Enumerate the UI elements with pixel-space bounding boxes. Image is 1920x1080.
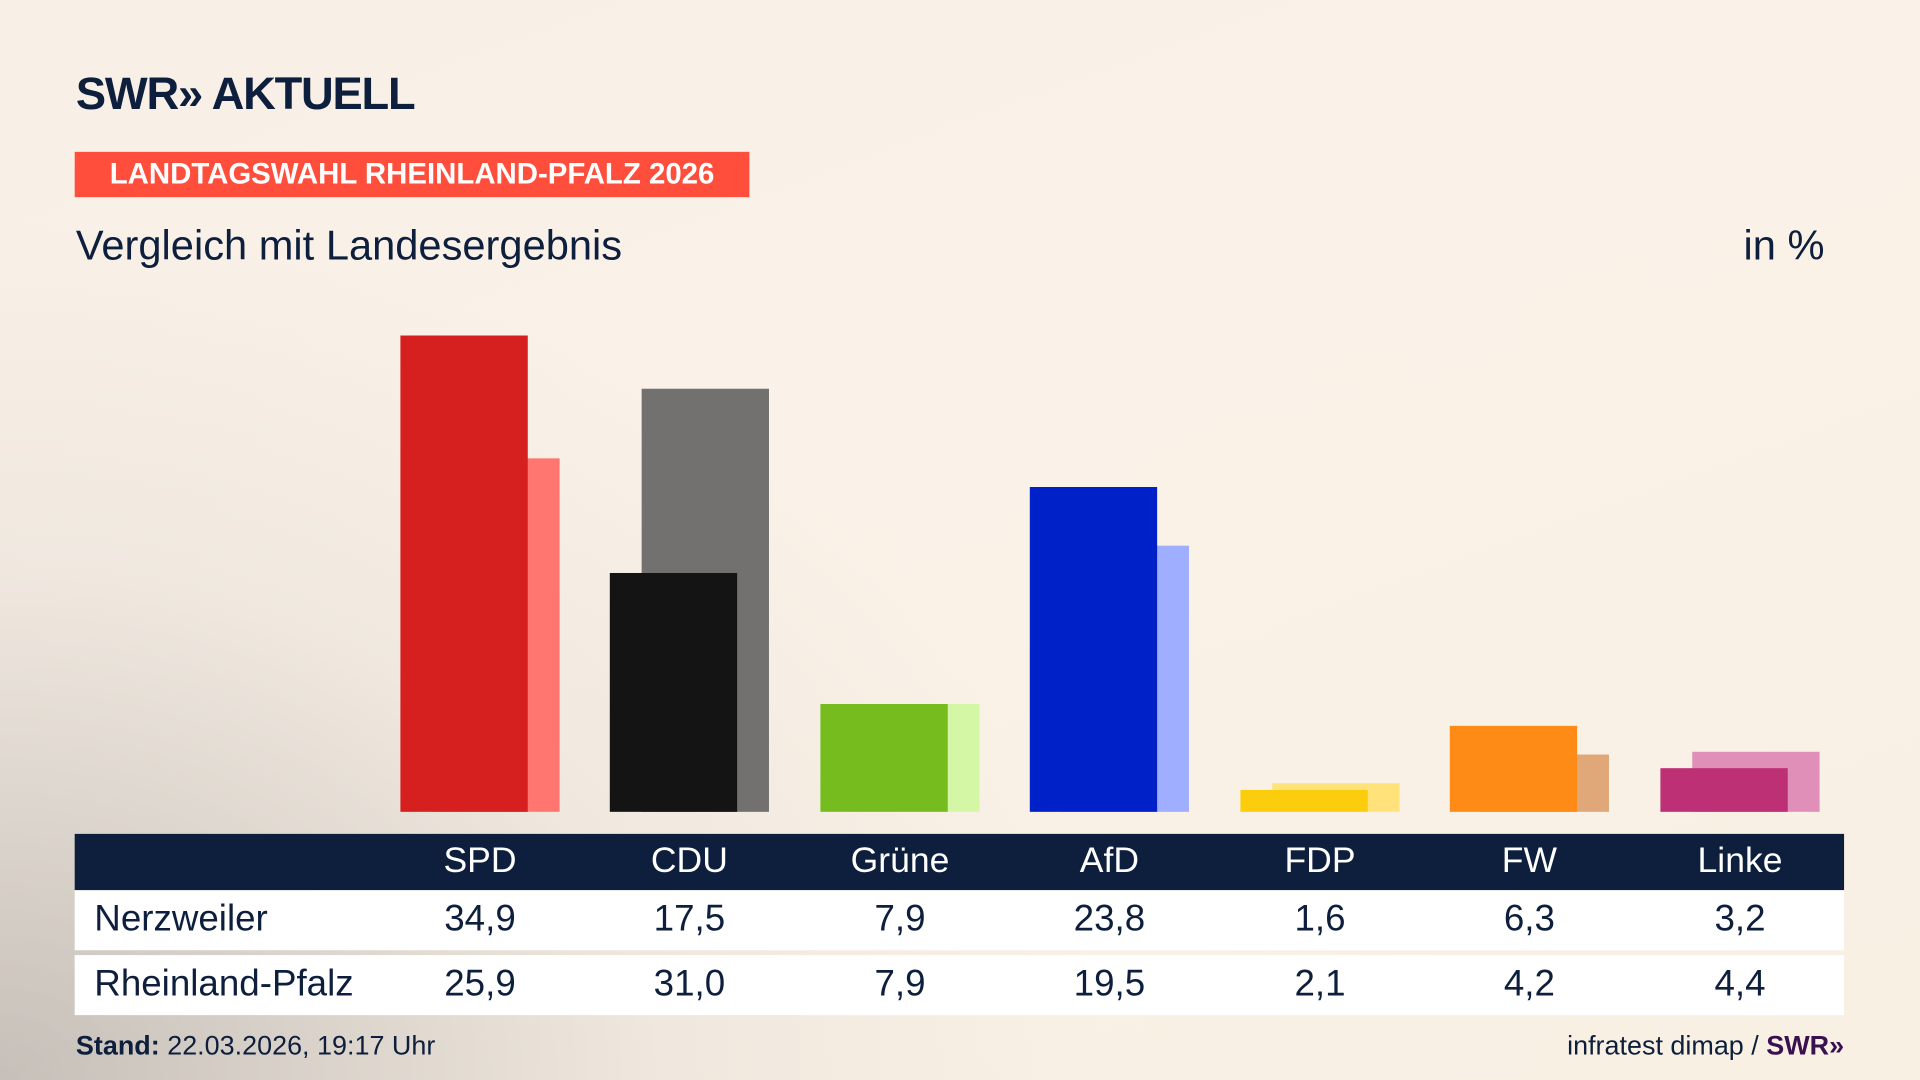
value-cell: 1,6 bbox=[1294, 898, 1346, 940]
source-text: infratest dimap / bbox=[1567, 1029, 1767, 1061]
timestamp: Stand: 22.03.2026, 19:17 Uhr bbox=[76, 1030, 435, 1062]
value-cell: 19,5 bbox=[1073, 963, 1146, 1005]
swr-source-logo: SWR» bbox=[1766, 1029, 1845, 1061]
column-header-cdu: CDU bbox=[650, 841, 728, 881]
bar-cdu-local bbox=[609, 572, 738, 812]
value-cell: 23,8 bbox=[1073, 898, 1146, 940]
bar-fdp-local bbox=[1240, 789, 1368, 812]
row-label: Rheinland-Pfalz bbox=[94, 963, 354, 1005]
chart-subtitle: Vergleich mit Landesergebnis bbox=[75, 222, 623, 270]
unit-label: in % bbox=[1743, 222, 1825, 270]
swr-aktuell-logo: SWR» AKTUELL bbox=[75, 68, 416, 119]
bar-grüne-local bbox=[820, 704, 948, 812]
value-cell: 7,9 bbox=[874, 963, 926, 1005]
value-cell: 7,9 bbox=[874, 898, 926, 940]
table-row: Nerzweiler 34,9 17,5 7,9 23,8 1,6 6,3 3,2 bbox=[74, 890, 1845, 951]
value-cell: 2,1 bbox=[1294, 963, 1346, 1005]
bar-fw-local bbox=[1449, 725, 1578, 812]
bar-linke-local bbox=[1660, 768, 1788, 812]
column-header-fdp: FDP bbox=[1284, 841, 1356, 881]
source: infratest dimap / SWR» bbox=[1567, 1030, 1844, 1062]
value-cell: 25,9 bbox=[444, 963, 516, 1005]
value-cell: 4,4 bbox=[1714, 963, 1766, 1005]
column-header-grüne: Grüne bbox=[850, 841, 950, 881]
value-cell: 17,5 bbox=[653, 898, 726, 940]
table-header: SPD CDU Grüne AfD FDP FW Linke bbox=[74, 833, 1845, 891]
column-header-afd: AfD bbox=[1079, 841, 1139, 881]
column-header-linke: Linke bbox=[1697, 841, 1783, 881]
stand-label: Stand: bbox=[75, 1029, 160, 1061]
table-row: Rheinland-Pfalz 25,9 31,0 7,9 19,5 2,1 4,2 4,4 bbox=[74, 955, 1845, 1016]
value-cell: 31,0 bbox=[653, 963, 726, 1005]
row-label: Nerzweiler bbox=[94, 898, 268, 940]
election-badge: LANDTAGSWAHL RHEINLAND-PFALZ 2026 bbox=[74, 151, 750, 198]
value-cell: 4,2 bbox=[1503, 963, 1555, 1005]
bar-afd-local bbox=[1029, 487, 1158, 812]
value-cell: 3,2 bbox=[1714, 898, 1766, 940]
value-cell: 6,3 bbox=[1503, 898, 1555, 940]
stand-value: 22.03.2026, 19:17 Uhr bbox=[159, 1029, 436, 1061]
value-cell: 34,9 bbox=[444, 898, 516, 940]
column-header-fw: FW bbox=[1501, 841, 1557, 881]
column-header-spd: SPD bbox=[443, 841, 517, 881]
bar-spd-local bbox=[400, 335, 528, 812]
